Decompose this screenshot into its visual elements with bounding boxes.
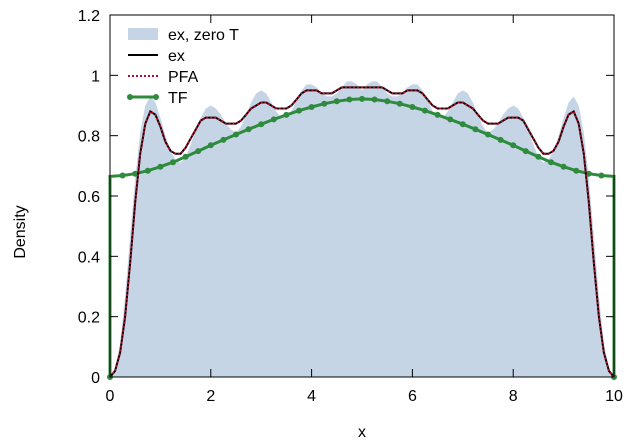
tf-point [270,116,277,123]
tf-point [359,95,365,102]
tf-point [434,111,441,118]
tf-point [333,98,340,105]
plot-area [107,81,617,380]
tf-point [535,153,542,160]
legend-marker [153,94,159,100]
x-tick-label: 4 [307,388,316,405]
y-tick-label: 0.6 [78,189,100,206]
y-tick-label: 0.4 [78,249,100,266]
y-axis-ticks: 0 0.2 0.4 0.6 0.8 1 1.2 [78,8,614,387]
legend-item: PFA [128,69,199,86]
tf-point [422,107,428,114]
tf-point [321,100,328,107]
tf-point [258,121,265,128]
y-tick-label: 1 [91,68,100,85]
tf-point [207,142,214,149]
legend-label: ex, zero T [168,27,239,44]
tf-point [245,126,252,133]
tf-point [573,167,580,174]
legend-label: ex [168,48,185,65]
tf-point [459,121,466,128]
legend-label: PFA [168,69,199,86]
x-tick-label: 6 [408,388,417,405]
tf-point [560,163,567,170]
legend-swatch [128,28,158,40]
tf-points [107,95,617,380]
x-tick-label: 0 [106,388,115,405]
tf-point [472,126,479,133]
tf-point [396,100,403,107]
tf-point [447,116,454,123]
legend-item: ex [128,48,185,65]
x-tick-label: 10 [605,388,623,405]
y-tick-label: 0.8 [78,129,100,146]
tf-point [157,163,164,170]
tf-point [346,96,353,103]
tf-point [283,111,290,118]
tf-point [144,167,151,174]
tf-point [182,153,189,160]
tf-point [598,172,605,179]
tf-point [296,107,302,114]
tf-point [548,159,554,166]
tf-point [384,98,391,105]
tf-point [585,170,592,177]
y-tick-label: 0 [91,370,100,387]
tf-point [497,136,504,143]
tf-point [119,172,126,179]
y-tick-label: 0.2 [78,310,100,327]
legend-label: TF [168,90,188,107]
x-axis-label: x [358,424,366,441]
tf-point [220,136,227,143]
legend-item: ex, zero T [128,27,239,44]
tf-point [371,96,378,103]
legend-item: TF [127,90,188,107]
line-pfa [109,86,615,378]
tf-point [522,148,529,155]
tf-point [308,104,315,110]
area-ex-zero-t [110,81,614,378]
y-axis-label: Density [12,205,29,258]
tf-point [409,104,416,110]
y-tick-label: 1.2 [78,8,100,25]
legend-marker [127,94,133,100]
tf-point [195,148,202,155]
tf-point [510,142,517,149]
x-tick-label: 2 [206,388,215,405]
tf-point [485,131,491,138]
tf-point [233,131,239,138]
tf-point [170,159,176,166]
tf-point [132,170,139,177]
legend: ex, zero T ex PFA TF [127,27,239,107]
x-axis-ticks: 0 2 4 6 8 10 [106,15,623,405]
x-tick-label: 8 [509,388,518,405]
